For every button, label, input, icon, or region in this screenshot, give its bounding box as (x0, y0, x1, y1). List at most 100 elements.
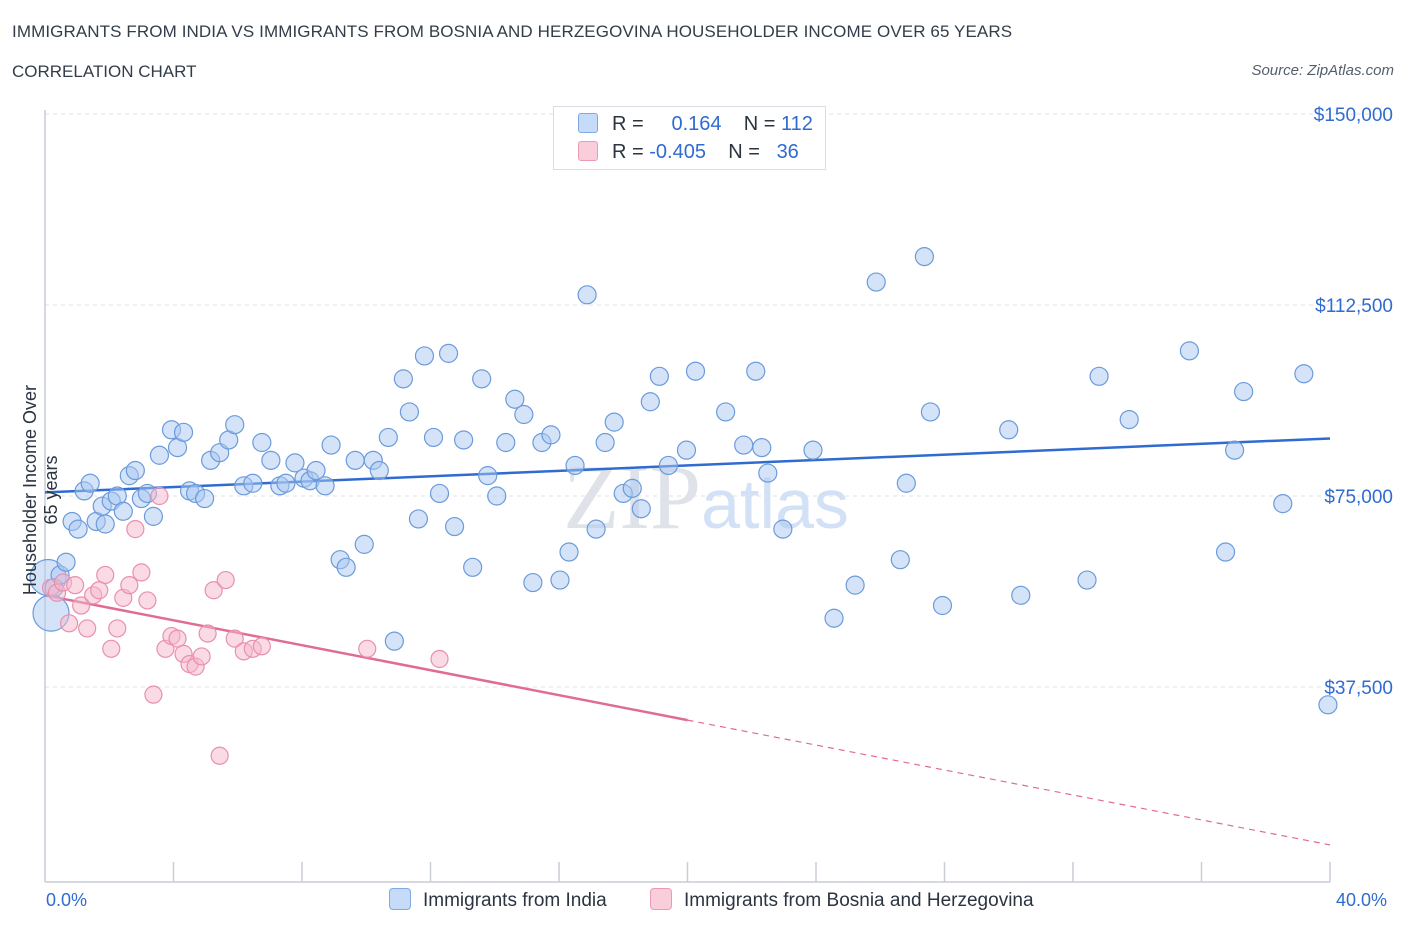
data-point (514, 404, 534, 425)
data-point (243, 473, 263, 493)
data-point (261, 450, 281, 470)
data-point (1215, 542, 1236, 562)
data-point (463, 557, 483, 577)
data-point (746, 361, 766, 381)
data-point (550, 570, 570, 590)
data-point (1234, 381, 1254, 402)
data-point (78, 619, 97, 638)
data-point (595, 432, 615, 453)
data-point (285, 453, 305, 473)
y-tick-label: $37,500 (1324, 678, 1393, 699)
data-point (378, 427, 398, 448)
data-point (896, 473, 916, 493)
data-point (306, 460, 326, 481)
data-point (1011, 585, 1031, 605)
data-point (369, 460, 389, 481)
data-point (56, 552, 76, 572)
gridlines (45, 113, 1392, 688)
legend-n-label: N = (743, 113, 776, 135)
legend-r-value: 0.164 (671, 113, 722, 135)
data-point (149, 445, 170, 465)
data-point (430, 649, 449, 669)
x-tick-label-min: 0.0% (46, 890, 88, 910)
data-point (454, 430, 474, 450)
data-point (523, 572, 543, 593)
legend-row-bosnia: R = -0.405 N = 36 (578, 141, 799, 163)
legend-r-label: R = (612, 113, 644, 135)
data-point (108, 619, 127, 638)
data-point (198, 624, 217, 643)
data-point (276, 473, 296, 493)
data-point (734, 435, 754, 455)
data-point (914, 247, 934, 267)
data-point (225, 629, 244, 648)
data-point (144, 685, 163, 704)
data-point (631, 499, 651, 519)
data-point (1318, 695, 1338, 715)
data-point (444, 516, 465, 537)
data-point (336, 557, 356, 577)
series-bosnia (41, 486, 449, 765)
data-points (29, 247, 1338, 765)
chart-source: Source: ZipAtlas.com (1251, 62, 1394, 79)
data-point (487, 486, 507, 506)
data-point (685, 361, 706, 381)
data-point (95, 514, 115, 534)
legend-r-label: R = (612, 141, 644, 163)
data-point (676, 440, 697, 460)
y-tick-label: $112,500 (1315, 296, 1393, 317)
data-point (173, 422, 194, 442)
axes (44, 110, 1331, 883)
bottom-legend-swatch-india (389, 888, 411, 910)
data-point (126, 520, 145, 539)
data-point (773, 519, 793, 539)
legend-n-value: 36 (776, 141, 799, 163)
data-point (143, 506, 164, 526)
data-point (399, 402, 420, 422)
data-point (192, 647, 211, 666)
data-point (716, 402, 736, 422)
bottom-legend-bosnia: Immigrants from Bosnia and Herzegovina (650, 888, 1034, 912)
data-point (758, 463, 778, 483)
data-point (384, 631, 404, 651)
bottom-legend-label: Immigrants from India (423, 890, 607, 911)
data-point (210, 746, 229, 765)
data-point (565, 455, 585, 476)
legend-n-label: N = (728, 141, 760, 163)
legend-row-india: R = 0.164 N = 112 (578, 113, 813, 135)
data-point (345, 450, 365, 470)
data-point (120, 576, 139, 595)
data-point (649, 366, 669, 386)
data-point (252, 637, 271, 656)
y-tick-labels: $37,500 $75,000 $112,500 $150,000 (1314, 105, 1393, 699)
data-point (845, 575, 865, 595)
data-point (393, 369, 413, 389)
data-point (429, 483, 450, 504)
data-point (216, 570, 235, 590)
y-tick-label: $150,000 (1314, 105, 1393, 126)
data-point (541, 425, 561, 445)
data-point (195, 488, 215, 509)
data-point (999, 420, 1019, 440)
data-point (1294, 364, 1314, 384)
data-point (1273, 494, 1293, 514)
data-point (408, 509, 429, 529)
y-axis-label: Householder Income Over 65 years (20, 384, 61, 596)
data-point (321, 435, 341, 455)
data-point (72, 596, 91, 615)
data-point (505, 389, 525, 409)
y-tick-label: $75,000 (1324, 487, 1393, 508)
bottom-legend-label: Immigrants from Bosnia and Herzegovina (684, 890, 1034, 911)
data-point (752, 438, 772, 458)
legend-n-value: 112 (781, 113, 813, 135)
data-point (866, 272, 886, 292)
data-point (423, 427, 444, 448)
data-point (586, 519, 606, 539)
data-point (252, 432, 272, 453)
data-point (414, 346, 435, 366)
data-point (1119, 410, 1139, 430)
legend-swatch-bosnia (578, 141, 598, 161)
data-point (824, 608, 844, 628)
data-point (150, 486, 169, 506)
